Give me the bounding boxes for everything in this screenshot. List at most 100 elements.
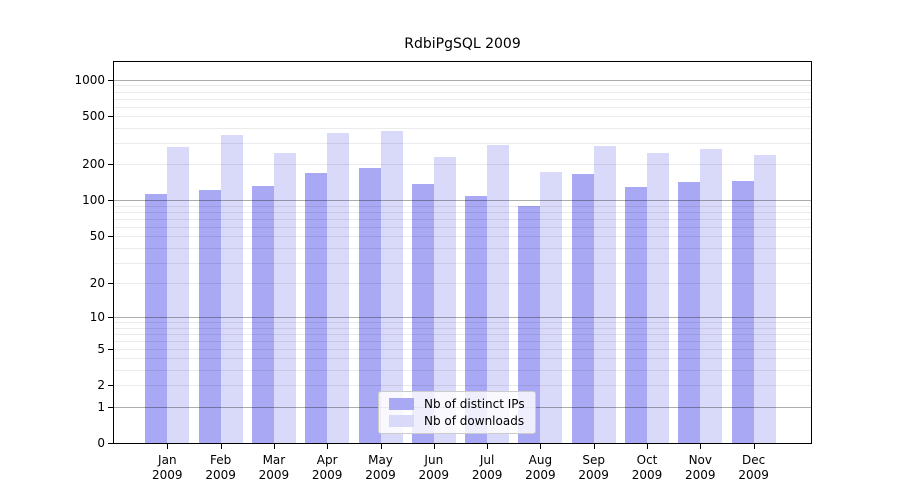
y-tick-label: 2 <box>97 378 105 393</box>
bar-distinct-ips-apr <box>305 172 328 443</box>
y-tick-label: 200 <box>82 157 105 172</box>
bar-distinct-ips-nov <box>678 182 701 443</box>
minor-gridline <box>114 327 811 329</box>
x-tick <box>487 444 489 449</box>
y-tick <box>108 164 113 166</box>
bar-distinct-ips-oct <box>625 186 647 443</box>
y-tick <box>108 316 113 318</box>
x-tick <box>593 444 595 449</box>
bar-downloads-jun <box>433 156 456 443</box>
bar-distinct-ips-jun <box>411 184 434 443</box>
x-tick <box>700 444 702 449</box>
minor-gridline <box>114 116 811 118</box>
bar-downloads-jan <box>167 147 190 443</box>
x-tick <box>327 444 329 449</box>
minor-gridline <box>114 358 811 360</box>
y-tick <box>108 348 113 350</box>
y-tick <box>108 79 113 81</box>
y-tick <box>108 283 113 284</box>
x-tick <box>220 444 222 449</box>
bar-distinct-ips-jul <box>465 196 488 443</box>
legend: Nb of distinct IPs Nb of downloads <box>378 391 536 434</box>
x-tick <box>540 444 542 449</box>
bar-downloads-aug <box>540 171 563 443</box>
legend-item-downloads: Nb of downloads <box>389 414 525 428</box>
bar-distinct-ips-dec <box>731 180 754 443</box>
minor-gridline <box>114 262 811 264</box>
minor-gridline <box>114 236 811 238</box>
minor-gridline <box>114 247 811 249</box>
x-tick <box>753 444 755 449</box>
bar-downloads-may <box>380 130 403 443</box>
x-tick-label: Mar 2009 <box>258 453 290 482</box>
y-tick-label: 10 <box>89 309 105 324</box>
minor-gridline <box>114 128 811 130</box>
bar-downloads-feb <box>220 135 243 443</box>
bar-downloads-nov <box>700 149 723 443</box>
major-gridline <box>114 79 811 81</box>
x-tick-label: May 2009 <box>365 453 396 482</box>
legend-label-downloads: Nb of downloads <box>424 414 525 428</box>
x-tick <box>433 444 435 449</box>
y-tick <box>108 200 113 202</box>
bar-distinct-ips-sep <box>571 173 594 443</box>
y-tick-label: 0 <box>97 436 105 450</box>
x-tick-label: Feb 2009 <box>205 453 236 482</box>
x-tick-label: Dec 2009 <box>738 453 769 482</box>
minor-gridline <box>114 98 811 100</box>
x-tick <box>167 444 169 449</box>
legend-item-distinct-ips: Nb of distinct IPs <box>389 397 525 411</box>
x-tick <box>380 444 382 449</box>
y-tick-label: 5 <box>97 341 105 356</box>
bar-distinct-ips-may <box>358 168 381 443</box>
x-tick-label: Apr 2009 <box>311 453 343 482</box>
y-tick <box>108 406 113 408</box>
bar-downloads-sep <box>593 145 616 443</box>
minor-gridline <box>114 143 811 145</box>
y-tick-label: 50 <box>89 229 105 244</box>
chart-title: RdbiPgSQL 2009 <box>404 36 521 52</box>
minor-gridline <box>114 212 811 214</box>
y-tick-label: 20 <box>89 276 105 290</box>
y-tick-label: 100 <box>82 193 105 208</box>
x-tick-label: Jan 2009 <box>152 453 183 482</box>
minor-gridline <box>114 333 811 335</box>
x-tick-label: Oct 2009 <box>631 453 663 482</box>
minor-gridline <box>114 348 811 350</box>
x-tick-label: Sep 2009 <box>578 453 609 482</box>
x-tick-label: Aug 2009 <box>525 453 556 482</box>
minor-gridline <box>114 164 811 166</box>
bar-distinct-ips-aug <box>518 205 541 443</box>
x-tick <box>647 444 648 449</box>
y-tick <box>108 116 113 118</box>
x-tick-label: Jul 2009 <box>471 453 503 482</box>
y-tick <box>108 443 113 444</box>
legend-label-distinct-ips: Nb of distinct IPs <box>424 397 525 411</box>
bar-distinct-ips-mar <box>251 186 274 443</box>
minor-gridline <box>114 283 811 284</box>
minor-gridline <box>114 340 811 342</box>
minor-gridline <box>114 385 811 387</box>
x-tick-label: Jun 2009 <box>418 453 450 482</box>
bar-downloads-oct <box>647 152 669 443</box>
minor-gridline <box>114 106 811 108</box>
major-gridline <box>114 316 811 318</box>
bar-downloads-apr <box>327 132 350 443</box>
minor-gridline <box>114 85 811 87</box>
y-tick <box>108 385 113 387</box>
x-tick-label: Nov 2009 <box>685 453 716 482</box>
y-tick-label: 1 <box>97 399 105 414</box>
bar-distinct-ips-feb <box>198 189 221 443</box>
legend-swatch-downloads <box>389 415 414 427</box>
y-tick-label: 1000 <box>74 72 105 87</box>
minor-gridline <box>114 226 811 228</box>
minor-gridline <box>114 218 811 220</box>
minor-gridline <box>114 370 811 372</box>
bar-downloads-jul <box>487 144 510 443</box>
minor-gridline <box>114 205 811 207</box>
bar-downloads-dec <box>753 155 776 443</box>
minor-gridline <box>114 322 811 323</box>
bar-downloads-mar <box>273 153 296 443</box>
bar-distinct-ips-jan <box>145 194 168 443</box>
